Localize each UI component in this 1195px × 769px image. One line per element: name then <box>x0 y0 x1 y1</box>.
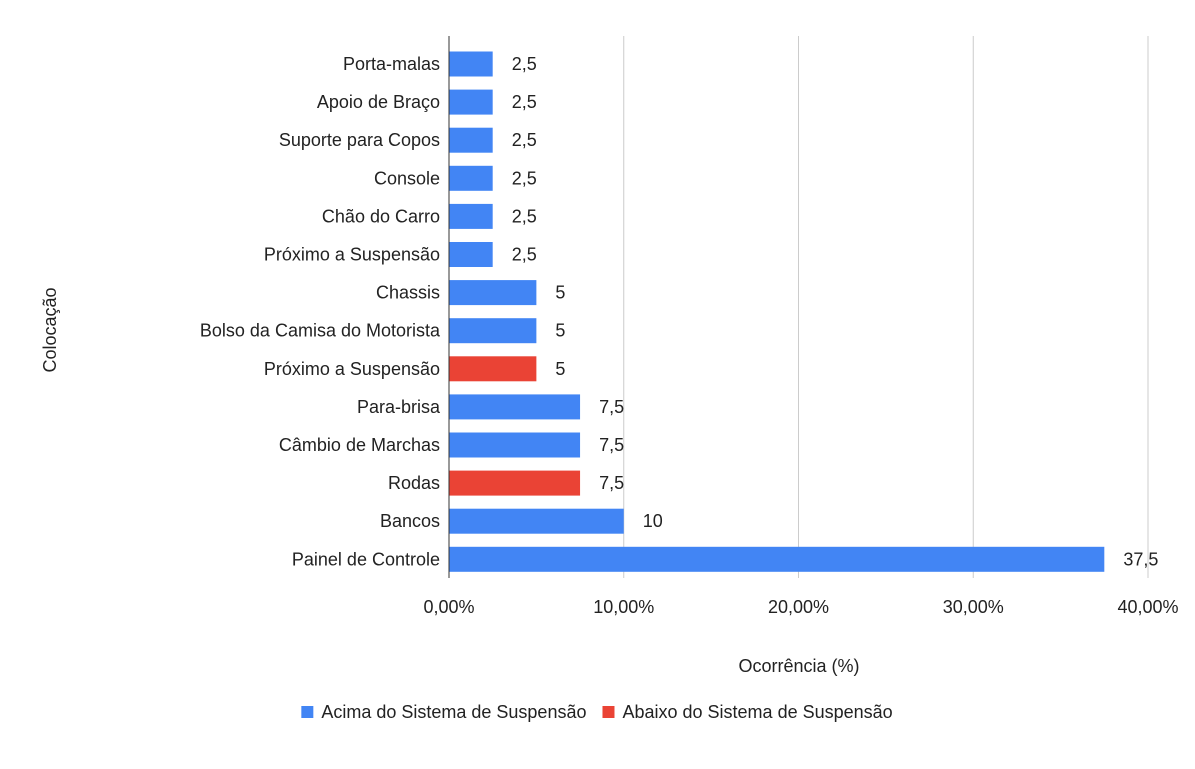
category-label: Para-brisa <box>357 397 441 417</box>
legend-item: Abaixo do Sistema de Suspensão <box>602 702 893 722</box>
data-label: 5 <box>555 321 565 341</box>
bar <box>449 280 537 306</box>
data-label: 37,5 <box>1123 549 1158 569</box>
x-tick-label: 40,00% <box>1117 597 1178 617</box>
bar <box>449 242 493 267</box>
data-label: 10 <box>643 511 663 531</box>
legend-swatch <box>301 706 314 718</box>
bar <box>449 203 493 229</box>
category-labels: Porta-malas Apoio de Braço Suporte para Co… <box>200 54 441 569</box>
data-label: 7,5 <box>599 435 624 455</box>
bars <box>449 51 1105 572</box>
category-label: Rodas <box>388 473 440 493</box>
bar <box>449 470 581 496</box>
legend-item: Acima do Sistema de Suspensão <box>301 702 586 722</box>
value-labels: 2,5 2,5 2,5 2,5 2,5 2,5 5 5 5 7,5 7,5 7,5 10 37,5 <box>512 54 1159 569</box>
data-label: 2,5 <box>512 168 537 188</box>
x-tick-label: 10,00% <box>593 597 654 617</box>
category-label: Bancos <box>380 511 440 531</box>
x-tick-labels: 0,00% 10,00% 20,00% 30,00% 40,00% <box>423 597 1178 617</box>
category-label: Bolso da Camisa do Motorista <box>200 321 441 341</box>
bar <box>449 89 493 115</box>
x-tick-label: 0,00% <box>423 597 474 617</box>
bar <box>449 508 624 534</box>
category-label: Suporte para Copos <box>279 130 440 150</box>
category-label: Próximo a Suspensão <box>264 359 440 379</box>
legend-swatch <box>602 706 615 718</box>
x-tick-label: 20,00% <box>768 597 829 617</box>
data-label: 2,5 <box>512 130 537 150</box>
data-label: 2,5 <box>512 206 537 226</box>
data-label: 2,5 <box>512 92 537 112</box>
category-label: Chão do Carro <box>322 206 440 226</box>
bar <box>449 432 581 458</box>
bar <box>449 165 493 191</box>
bar <box>449 546 1105 572</box>
category-label: Chassis <box>376 283 440 303</box>
data-label: 2,5 <box>512 245 537 265</box>
y-axis-title: Colocação <box>40 287 60 372</box>
category-label: Console <box>374 168 440 188</box>
bar <box>449 127 493 153</box>
category-label: Porta-malas <box>343 54 440 74</box>
category-label: Apoio de Braço <box>317 92 440 112</box>
category-label: Painel de Controle <box>292 549 440 569</box>
bar <box>449 394 581 420</box>
gridlines <box>623 36 1149 578</box>
bar <box>449 356 537 382</box>
x-axis-title: Ocorrência (%) <box>738 656 859 676</box>
category-label: Câmbio de Marchas <box>279 435 440 455</box>
bar <box>449 51 493 77</box>
legend-label: Abaixo do Sistema de Suspensão <box>622 702 892 722</box>
data-label: 7,5 <box>599 473 624 493</box>
legend-label: Acima do Sistema de Suspensão <box>321 702 586 722</box>
category-label: Próximo a Suspensão <box>264 245 440 265</box>
data-label: 5 <box>555 359 565 379</box>
bar <box>449 318 537 344</box>
data-label: 2,5 <box>512 54 537 74</box>
data-label: 5 <box>555 283 565 303</box>
data-label: 7,5 <box>599 397 624 417</box>
legend: Acima do Sistema de Suspensão Abaixo do S… <box>301 702 893 722</box>
x-tick-label: 30,00% <box>943 597 1004 617</box>
